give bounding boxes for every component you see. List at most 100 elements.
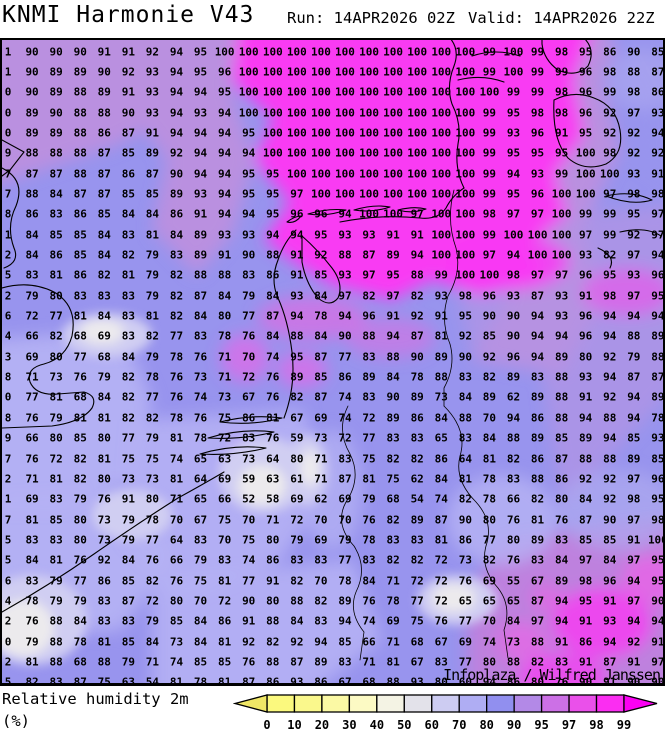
grid-value: 83 — [338, 452, 352, 465]
grid-value: 95 — [603, 268, 617, 282]
grid-value: 82 — [386, 553, 400, 567]
grid-value: 72 — [338, 431, 352, 445]
grid-value: 1 — [4, 45, 12, 58]
grid-value: 72 — [434, 553, 448, 567]
grid-value: 100 — [407, 187, 428, 201]
grid-value: 88 — [651, 350, 665, 364]
grid-value: 71 — [218, 370, 232, 384]
grid-value: 100 — [310, 167, 331, 181]
grid-value: 76 — [73, 370, 87, 384]
grid-value: 99 — [603, 228, 617, 242]
grid-value: 95 — [242, 187, 256, 201]
grid-value: 94 — [169, 65, 184, 79]
grid-value: 100 — [310, 65, 331, 79]
grid-value: 100 — [286, 126, 307, 140]
grid-value: 75 — [386, 472, 400, 486]
grid-value: 95 — [651, 289, 665, 303]
grid-value: 59 — [290, 431, 304, 445]
field-pale — [92, 490, 172, 540]
grid-value: 88 — [579, 452, 593, 465]
grid-value: 5 — [4, 268, 12, 282]
grid-value: 76 — [242, 655, 256, 669]
legend-segment — [293, 694, 323, 713]
grid-value: 69 — [314, 411, 328, 425]
grid-value: 92 — [603, 350, 617, 364]
grid-value: 100 — [431, 187, 452, 201]
legend-tick-label: 20 — [315, 718, 329, 732]
grid-value: 73 — [97, 513, 111, 527]
grid-value: 98 — [506, 268, 521, 282]
grid-value: 98 — [458, 289, 472, 303]
grid-value: 86 — [73, 268, 87, 282]
grid-value: 81 — [169, 675, 184, 686]
grid-value: 80 — [73, 533, 87, 547]
field-lavender — [152, 560, 382, 683]
legend-segment — [266, 694, 296, 713]
grid-value: 100 — [407, 126, 428, 140]
grid-value: 60 — [458, 675, 472, 686]
grid-value: 79 — [338, 533, 352, 547]
grid-value: 97 — [627, 472, 641, 486]
legend-tick-label: 90 — [507, 718, 521, 732]
grid-value: 99 — [506, 85, 521, 99]
grid-value: 94 — [627, 411, 641, 425]
grid-value: 100 — [575, 187, 596, 201]
grid-value: 84 — [482, 431, 497, 445]
legend-tick-label: 80 — [479, 718, 493, 732]
grid-value: 83 — [290, 553, 304, 567]
grid-value: 93 — [651, 106, 665, 120]
grid-value: 93 — [145, 106, 160, 120]
grid-value: 88 — [25, 187, 39, 201]
grid-value: 82 — [482, 370, 497, 384]
grid-value: 72 — [242, 370, 256, 384]
coast-danish-island — [541, 40, 592, 74]
grid-value: 94 — [651, 309, 665, 323]
grid-value: 68 — [386, 492, 400, 506]
grid-value: 73 — [434, 390, 448, 404]
grid-value: 83 — [434, 655, 448, 669]
grid-value: 82 — [73, 472, 87, 486]
grid-value: 82 — [169, 268, 184, 282]
grid-value: 99 — [482, 146, 497, 160]
grid-value: 99 — [530, 45, 545, 58]
coastlines — [2, 40, 662, 613]
grid-value: 78 — [25, 594, 39, 608]
grid-value: 97 — [362, 268, 376, 282]
grid-value: 74 — [242, 553, 256, 567]
border-de-south — [443, 405, 509, 659]
grid-value: 59 — [242, 472, 256, 486]
grid-value: 94 — [290, 228, 304, 242]
grid-value: 5 — [4, 533, 12, 547]
grid-value: 66 — [362, 635, 376, 649]
grid-value: 81 — [97, 411, 111, 425]
grid-value: 91 — [266, 574, 280, 588]
grid-value: 69 — [25, 492, 39, 506]
grid-value: 94 — [386, 329, 400, 343]
grid-value: 94 — [193, 167, 208, 181]
grid-value: 96 — [482, 289, 497, 303]
grid-value: 84 — [218, 289, 232, 303]
coast-baltic-island — [553, 93, 622, 168]
grid-value: 83 — [121, 309, 135, 323]
grid-value: 90 — [410, 350, 424, 364]
grid-value: 81 — [218, 675, 232, 686]
grid-value: 85 — [627, 431, 641, 445]
grid-value: 65 — [434, 431, 448, 445]
grid-value: 85 — [482, 329, 497, 343]
grid-value: 100 — [455, 187, 476, 201]
grid-value: 100 — [286, 45, 307, 58]
grid-value: 95 — [266, 187, 280, 201]
grid-value: 66 — [218, 492, 232, 506]
grid-value: 83 — [73, 289, 87, 303]
grid-value: 89 — [410, 390, 424, 404]
grid-value: 85 — [97, 207, 111, 221]
grid-value: 82 — [290, 390, 304, 404]
grid-value: 88 — [266, 655, 280, 669]
grid-value: 97 — [579, 553, 593, 567]
grid-value: 85 — [338, 635, 352, 649]
grid-value: 54 — [410, 492, 424, 506]
grid-value: 92 — [627, 146, 641, 160]
legend-tick-label: 97 — [562, 718, 576, 732]
grid-value: 81 — [49, 390, 63, 404]
grid-value: 65 — [506, 594, 521, 608]
